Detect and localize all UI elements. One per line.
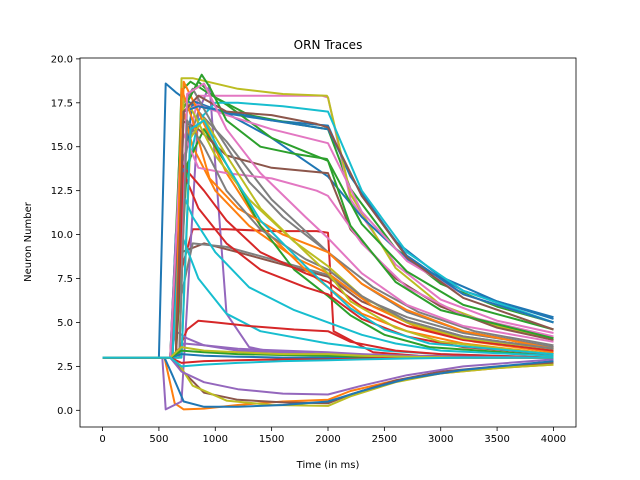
x-tick-label: 2500 bbox=[372, 434, 397, 445]
x-tick-label: 500 bbox=[149, 434, 168, 445]
series-line-21 bbox=[102, 356, 554, 408]
series-line-12 bbox=[102, 101, 554, 359]
y-tick-label: 0.0 bbox=[57, 406, 73, 417]
y-tick-label: 5.0 bbox=[57, 318, 73, 329]
x-axis: 0 500 1000 1500 2000 2500 3000 3500 4000 bbox=[99, 427, 566, 445]
chart-title: ORN Traces bbox=[294, 38, 363, 52]
series-line-40 bbox=[102, 119, 554, 359]
y-tick-label: 15.0 bbox=[51, 142, 73, 153]
series-line-25 bbox=[102, 356, 554, 396]
y-tick-label: 10.0 bbox=[51, 230, 73, 241]
x-tick-label: 3500 bbox=[484, 434, 509, 445]
y-tick-label: 2.5 bbox=[57, 362, 73, 373]
x-tick-label: 1500 bbox=[259, 434, 284, 445]
y-axis: 0.0 2.5 5.0 7.5 10.0 12.5 15.0 17.5 20.0 bbox=[51, 54, 80, 417]
x-tick-label: 2000 bbox=[315, 434, 340, 445]
x-tick-label: 0 bbox=[99, 434, 105, 445]
y-tick-label: 7.5 bbox=[57, 274, 73, 285]
x-tick-label: 3000 bbox=[428, 434, 453, 445]
series-line-33 bbox=[102, 73, 554, 359]
x-tick-label: 4000 bbox=[541, 434, 566, 445]
series-line-24 bbox=[102, 163, 554, 359]
series-line-44 bbox=[102, 346, 554, 359]
y-axis-label: Neuron Number bbox=[23, 201, 34, 282]
series-layer bbox=[102, 73, 554, 411]
x-axis-label: Time (in ms) bbox=[296, 460, 360, 471]
series-line-45 bbox=[102, 356, 554, 368]
series-line-11 bbox=[102, 100, 554, 359]
series-line-36 bbox=[102, 94, 554, 359]
series-line-7 bbox=[102, 94, 554, 359]
y-tick-label: 20.0 bbox=[51, 54, 73, 65]
series-line-20 bbox=[102, 101, 554, 359]
y-tick-label: 12.5 bbox=[51, 186, 73, 197]
x-tick-label: 1000 bbox=[203, 434, 228, 445]
series-line-34 bbox=[102, 172, 554, 359]
series-line-29 bbox=[102, 96, 554, 359]
y-tick-label: 17.5 bbox=[51, 98, 73, 109]
